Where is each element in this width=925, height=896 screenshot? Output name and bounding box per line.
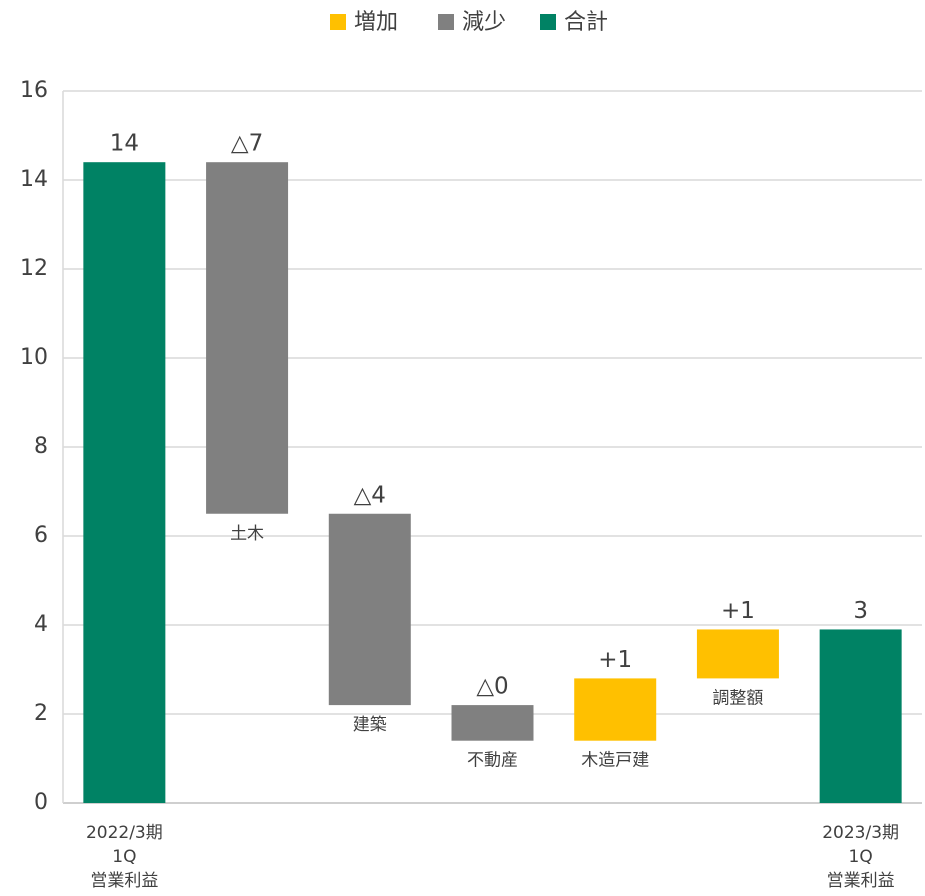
bar: [83, 162, 166, 803]
legend-swatch: [330, 14, 346, 30]
bar: [574, 678, 657, 741]
legend-swatch: [438, 14, 454, 30]
x-tick-label: 1Q: [849, 847, 873, 867]
x-tick-label: 営業利益: [90, 871, 158, 891]
y-tick-label: 10: [20, 345, 48, 370]
value-label: +1: [721, 598, 755, 624]
y-tick-label: 6: [34, 523, 48, 548]
x-tick-label: 木造戸建: [581, 751, 649, 771]
legend-label: 増加: [354, 10, 398, 35]
x-tick-label: 建築: [353, 715, 387, 735]
value-label: △4: [354, 482, 386, 508]
x-tick-label: 2023/3期: [822, 823, 899, 843]
y-tick-label: 14: [20, 167, 48, 192]
legend-swatch: [540, 14, 556, 30]
value-label: 3: [853, 598, 868, 624]
value-label: 14: [110, 131, 139, 157]
y-tick-label: 12: [20, 256, 48, 281]
x-tick-label: 不動産: [467, 751, 518, 771]
bar: [206, 162, 289, 514]
x-tick-label: 1Q: [112, 847, 136, 867]
y-tick-label: 4: [34, 612, 48, 637]
legend-label: 合計: [564, 10, 608, 35]
bar: [819, 629, 902, 803]
y-tick-label: 0: [34, 790, 48, 815]
y-tick-label: 2: [34, 701, 48, 726]
y-tick-label: 8: [34, 434, 48, 459]
value-label: +1: [598, 647, 632, 673]
value-label: △0: [476, 674, 508, 700]
x-tick-label: 土木: [230, 524, 264, 544]
x-tick-label: 営業利益: [827, 871, 895, 891]
bar: [451, 705, 534, 741]
bar: [696, 629, 779, 679]
y-tick-label: 16: [20, 78, 48, 103]
bar: [328, 513, 411, 706]
value-label: △7: [231, 131, 263, 157]
legend-label: 減少: [462, 10, 506, 35]
x-tick-label: 調整額: [712, 688, 763, 708]
x-tick-label: 2022/3期: [86, 823, 163, 843]
